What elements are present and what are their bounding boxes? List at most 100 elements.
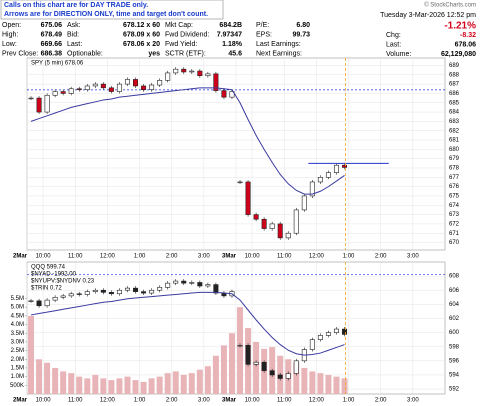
candle xyxy=(68,293,74,297)
volume-bar xyxy=(52,367,59,394)
volume-bar xyxy=(124,376,131,394)
quote-label: Open: xyxy=(2,22,21,29)
y-tick-label: 598 xyxy=(449,344,460,350)
annotation: Arrows are for DIRECTION ONLY, time and … xyxy=(4,11,208,18)
quote-label: Bid: xyxy=(67,31,79,38)
candle xyxy=(165,72,171,81)
y-tick-label: 676 xyxy=(449,184,460,190)
candle xyxy=(124,79,130,85)
y-tick-label: 600 xyxy=(449,330,460,336)
volume-bar xyxy=(28,315,35,394)
volume-bar xyxy=(237,307,244,394)
candle xyxy=(317,335,323,340)
candle xyxy=(141,291,147,294)
candle xyxy=(237,181,243,184)
y-tick-label: 675 xyxy=(449,194,460,200)
quote-value: 678.06 xyxy=(455,41,477,48)
candle xyxy=(237,344,243,347)
candle xyxy=(285,373,291,379)
y-tick-label: 683 xyxy=(449,119,460,125)
candle xyxy=(189,70,195,73)
quote-label: Last: xyxy=(386,41,401,48)
quote-value: 678.09 x 60 xyxy=(123,31,160,38)
quote-label: Last: xyxy=(67,41,82,48)
y-tick-label: 602 xyxy=(449,316,460,322)
x-tick-label: 3:00 xyxy=(198,254,210,260)
quote-value: 678.49 xyxy=(41,31,63,38)
candle xyxy=(165,282,171,288)
volume-bar xyxy=(156,376,163,394)
candle xyxy=(116,83,122,92)
candle xyxy=(44,299,50,307)
candle xyxy=(36,97,42,113)
candle xyxy=(28,300,34,302)
candle xyxy=(293,360,299,374)
x-tick-label: 2:00 xyxy=(375,254,387,260)
volume-bar xyxy=(333,376,340,394)
x-tick-label: 11:00 xyxy=(277,254,292,260)
volume-bar xyxy=(341,378,348,394)
candle xyxy=(293,209,299,234)
candle xyxy=(342,164,348,168)
quote-label: High: xyxy=(2,31,18,38)
candle xyxy=(285,232,291,239)
x-tick-label: 2:00 xyxy=(166,254,178,260)
candle xyxy=(52,91,58,96)
candle xyxy=(36,300,42,307)
quote-label: Fwd Dividend: xyxy=(165,31,209,38)
annotation-box xyxy=(0,0,224,20)
x-tick-label: 3:00 xyxy=(407,398,419,404)
candle xyxy=(133,79,139,87)
candle xyxy=(229,91,235,98)
volume-bar xyxy=(84,378,91,394)
quote-label: Prev Close: xyxy=(2,50,38,57)
volume-bar xyxy=(293,362,300,394)
candle xyxy=(197,70,203,77)
quote-value: 678.12 x 60 xyxy=(123,22,160,29)
x-tick-label: 10:00 xyxy=(245,398,261,404)
candle xyxy=(28,97,34,100)
quote-value: 686.38 xyxy=(41,50,63,57)
y2-tick-label: 5.5M xyxy=(11,296,24,302)
candle xyxy=(253,361,259,365)
moving-average xyxy=(30,291,345,356)
candle xyxy=(173,68,179,74)
quote-label: SCTR (ETF): xyxy=(165,50,206,57)
quote-value: 678.06 x 20 xyxy=(123,41,160,48)
legend: QQQ 599.74 xyxy=(31,265,66,271)
candle xyxy=(60,91,66,94)
quote-value: 99.73 xyxy=(292,31,310,38)
volume-bar xyxy=(36,359,43,394)
candle xyxy=(269,223,275,229)
y-tick-label: 679 xyxy=(449,156,460,162)
quote-value: 7.97347 xyxy=(217,31,242,38)
volume-bar xyxy=(164,373,171,394)
candle xyxy=(245,181,251,215)
x-tick-label: 1:00 xyxy=(134,254,146,260)
candle xyxy=(245,344,251,365)
candle xyxy=(309,181,315,197)
quote-value: 669.66 xyxy=(41,41,63,48)
quote-value: 62,129,080 xyxy=(441,51,476,58)
y-tick-label: 680 xyxy=(449,147,460,153)
quote-label: Low: xyxy=(2,41,17,48)
quote-value: 675.06 xyxy=(41,22,63,29)
quote-label: Fwd Yield: xyxy=(165,41,197,48)
date: Tuesday 3-Mar-2026 12:52 pm xyxy=(380,12,476,19)
y-tick-label: 678 xyxy=(449,166,460,172)
x-tick-label: 12:00 xyxy=(100,398,116,404)
y2-tick-label: 1.5M xyxy=(11,366,24,372)
y2-tick-label: 1.0M xyxy=(11,374,24,380)
x-tick-label: 10:00 xyxy=(36,254,52,260)
y-tick-label: 674 xyxy=(449,203,460,209)
y2-tick-label: 500K xyxy=(10,383,24,389)
y-tick-label: 594 xyxy=(449,373,460,379)
x-tick-label: 1:00 xyxy=(134,398,146,404)
y2-tick-label: 3.0M xyxy=(11,339,24,345)
candle xyxy=(277,374,283,379)
legend: $TRIN 0.72 xyxy=(31,286,62,292)
quote-value: 6.80 xyxy=(296,22,310,29)
candle xyxy=(333,164,339,173)
y-tick-label: 684 xyxy=(449,110,460,116)
y2-tick-label: 3.5M xyxy=(11,331,24,337)
